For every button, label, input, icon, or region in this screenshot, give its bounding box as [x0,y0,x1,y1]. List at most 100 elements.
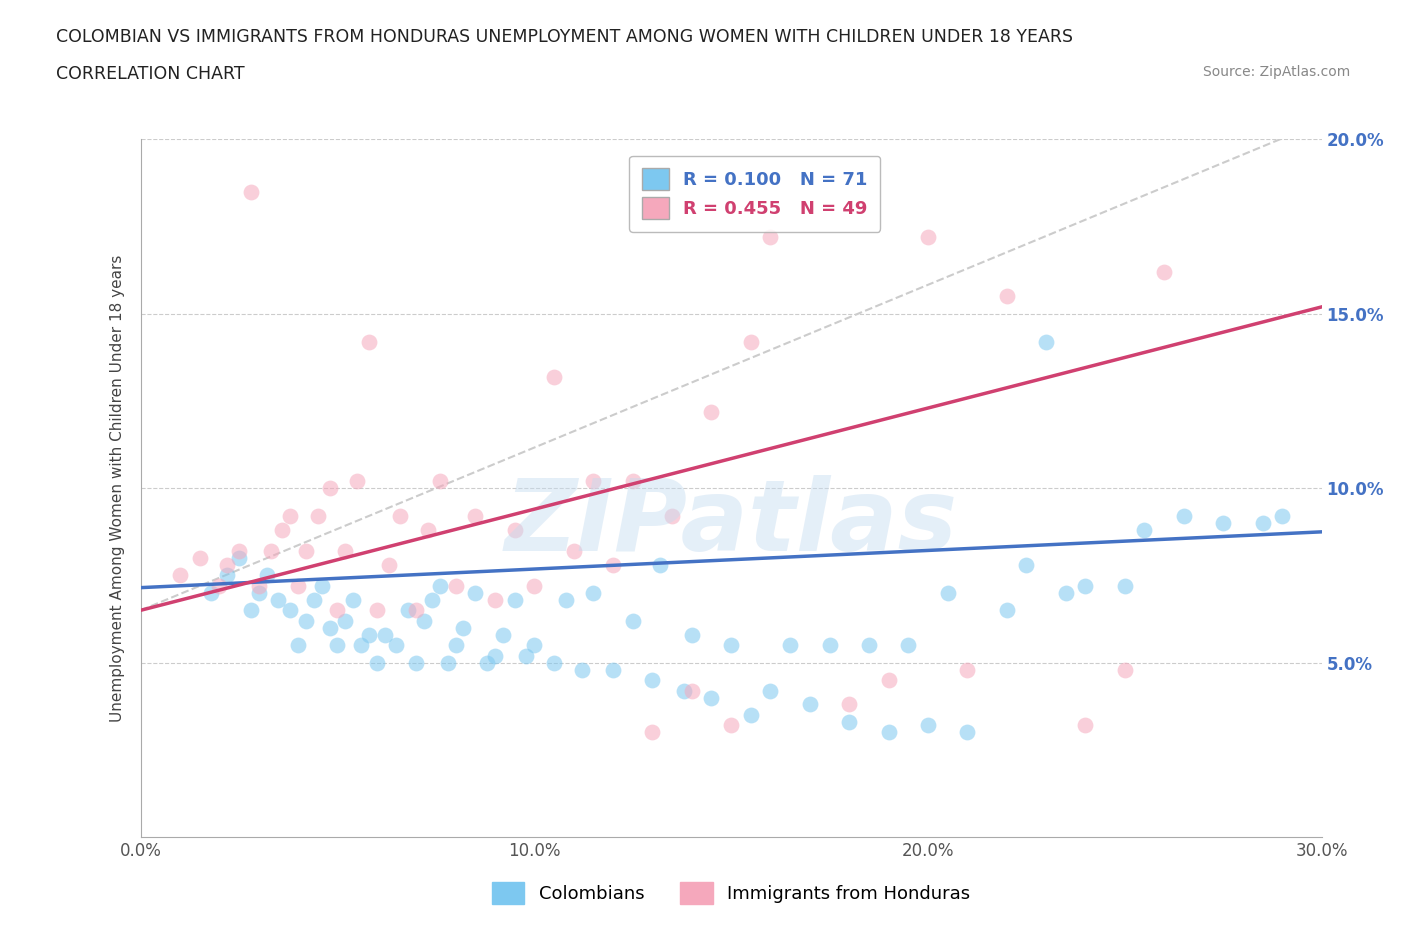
Point [420,592,443,607]
Point [208,578,231,593]
Point [464,586,486,601]
Point [267,592,290,607]
Point [307,509,329,524]
Point [571,662,593,677]
Point [740,335,762,350]
Point [444,578,467,593]
Point [503,523,526,538]
Point [641,672,664,687]
Point [342,592,364,607]
Point [838,714,860,729]
Point [416,523,439,538]
Text: CORRELATION CHART: CORRELATION CHART [56,65,245,83]
Point [917,718,939,733]
Point [681,628,703,643]
Point [621,474,644,489]
Point [554,592,576,607]
Point [475,656,498,671]
Point [326,638,349,653]
Point [523,578,546,593]
Point [543,656,565,671]
Point [239,603,262,618]
Point [562,543,585,558]
Point [247,578,270,593]
Text: COLOMBIAN VS IMMIGRANTS FROM HONDURAS UNEMPLOYMENT AMONG WOMEN WITH CHILDREN UND: COLOMBIAN VS IMMIGRANTS FROM HONDURAS UN… [56,28,1073,46]
Point [956,662,979,677]
Point [389,509,412,524]
Point [720,638,742,653]
Point [256,568,278,583]
Point [200,586,222,601]
Point [295,614,318,629]
Text: Source: ZipAtlas.com: Source: ZipAtlas.com [1202,65,1350,79]
Point [217,558,239,573]
Point [318,481,340,496]
Point [759,683,782,698]
Point [188,551,211,565]
Legend: R = 0.100   N = 71, R = 0.455   N = 49: R = 0.100 N = 71, R = 0.455 N = 49 [628,155,880,232]
Text: ZIPatlas: ZIPatlas [505,474,957,572]
Point [492,628,515,643]
Point [239,184,262,199]
Point [366,656,388,671]
Point [995,289,1018,304]
Point [287,638,309,653]
Point [621,614,644,629]
Point [582,586,605,601]
Point [818,638,841,653]
Point [377,558,399,573]
Point [602,662,624,677]
Point [681,683,703,698]
Point [271,523,294,538]
Point [543,369,565,384]
Point [436,656,458,671]
Point [335,543,357,558]
Point [1271,509,1294,524]
Point [366,603,388,618]
Point [779,638,801,653]
Point [444,638,467,653]
Point [374,628,396,643]
Point [661,509,683,524]
Point [1133,523,1156,538]
Point [1173,509,1195,524]
Point [228,551,250,565]
Point [335,614,357,629]
Point [740,708,762,723]
Point [357,335,380,350]
Point [1035,335,1057,350]
Point [1074,578,1097,593]
Y-axis label: Unemployment Among Women with Children Under 18 years: Unemployment Among Women with Children U… [110,255,125,722]
Point [357,628,380,643]
Point [720,718,742,733]
Point [1114,578,1136,593]
Point [413,614,436,629]
Point [858,638,880,653]
Point [582,474,605,489]
Point [405,656,427,671]
Point [385,638,408,653]
Point [759,230,782,245]
Point [1054,586,1077,601]
Point [228,543,250,558]
Point [318,620,340,635]
Point [936,586,959,601]
Point [1153,264,1175,279]
Point [672,683,695,698]
Point [700,405,723,419]
Point [700,690,723,705]
Point [302,592,325,607]
Point [602,558,624,573]
Point [877,672,900,687]
Point [515,648,537,663]
Point [259,543,281,558]
Point [405,603,427,618]
Point [429,474,451,489]
Point [278,603,301,618]
Point [350,638,373,653]
Point [956,725,979,740]
Point [503,592,526,607]
Point [396,603,419,618]
Legend: Colombians, Immigrants from Honduras: Colombians, Immigrants from Honduras [485,875,977,911]
Point [484,592,506,607]
